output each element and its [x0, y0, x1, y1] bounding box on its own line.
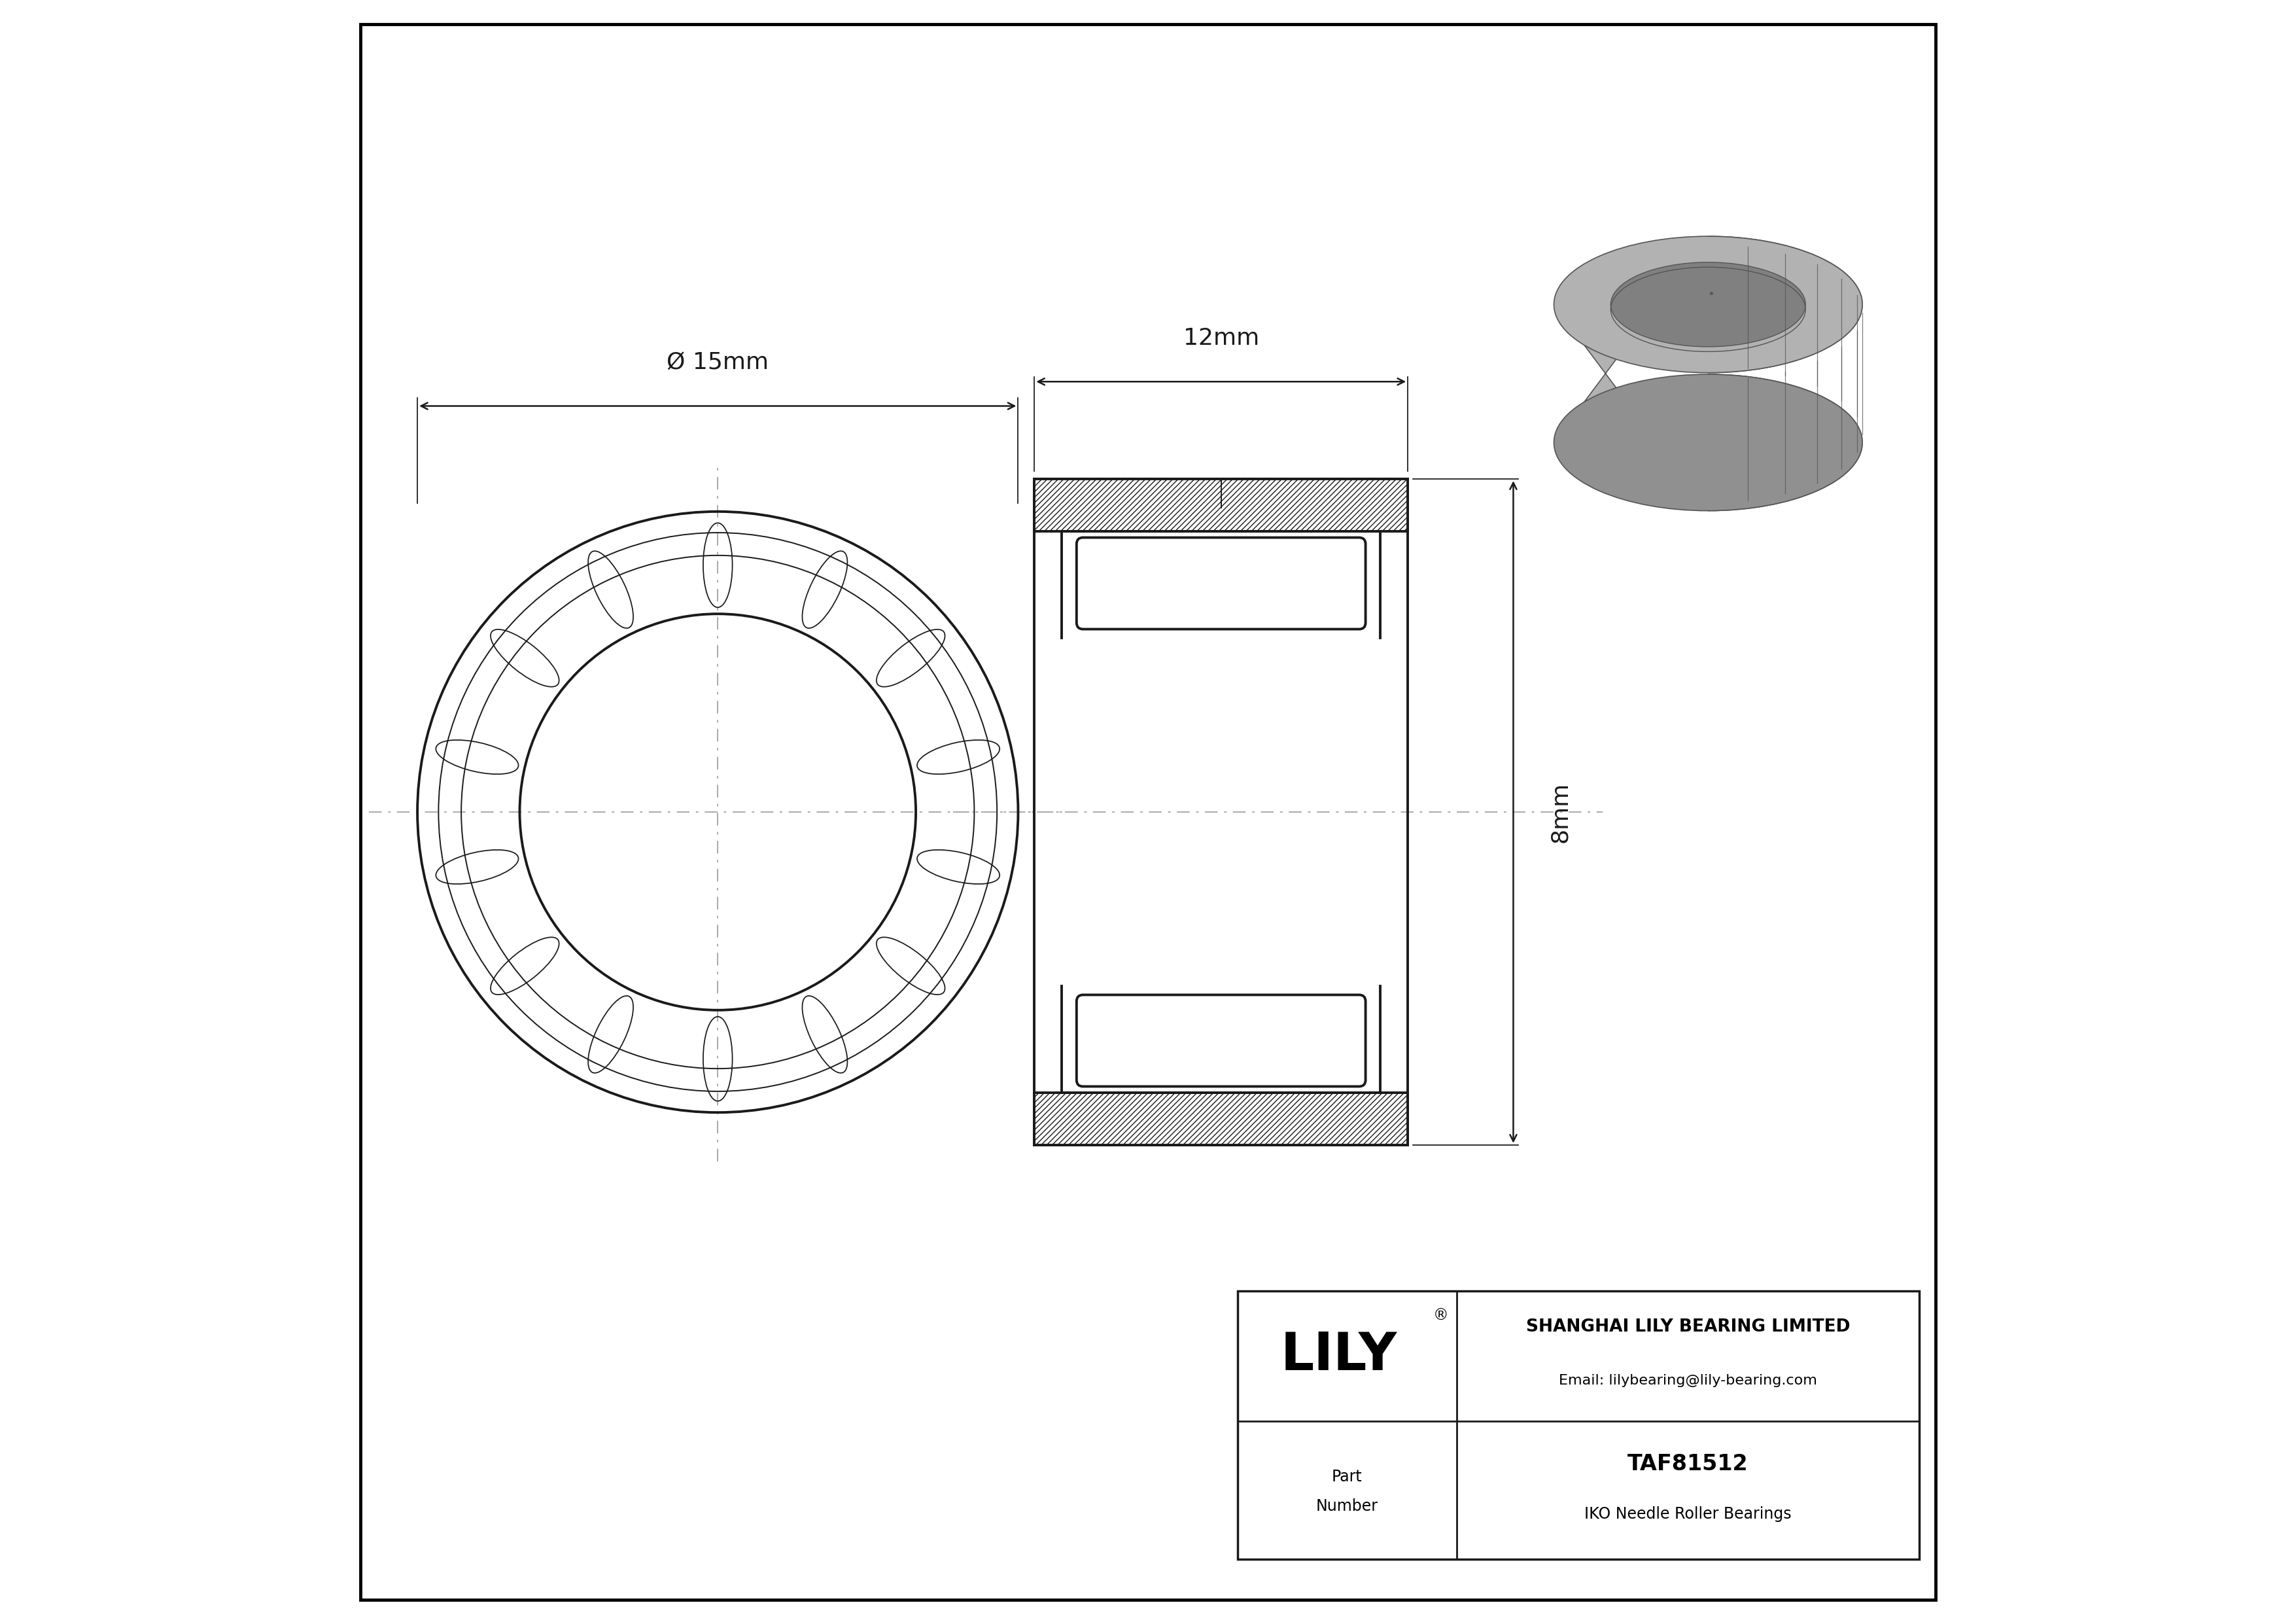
Bar	[1035, 1093, 1407, 1145]
Text: LILY: LILY	[1281, 1330, 1396, 1382]
FancyBboxPatch shape	[1077, 996, 1366, 1086]
Text: TAF81512: TAF81512	[1628, 1453, 1747, 1475]
Bar	[1035, 479, 1407, 1145]
Bar	[1238, 1291, 1919, 1559]
Text: Ø 15mm: Ø 15mm	[666, 351, 769, 374]
Text: Email: lilybearing@lily-bearing.com: Email: lilybearing@lily-bearing.com	[1559, 1374, 1816, 1387]
Text: 12mm: 12mm	[1182, 326, 1258, 349]
Text: Part: Part	[1332, 1470, 1362, 1484]
Text: 8mm: 8mm	[1550, 781, 1570, 843]
Bar	[1238, 1291, 1919, 1559]
Text: IKO Needle Roller Bearings: IKO Needle Roller Bearings	[1584, 1507, 1791, 1522]
Ellipse shape	[1554, 235, 1862, 374]
Ellipse shape	[1612, 261, 1805, 348]
Polygon shape	[1554, 235, 1862, 510]
FancyBboxPatch shape	[1077, 538, 1366, 628]
Bar	[1035, 479, 1407, 531]
Text: SHANGHAI LILY BEARING LIMITED: SHANGHAI LILY BEARING LIMITED	[1527, 1319, 1851, 1335]
Text: Number: Number	[1316, 1499, 1378, 1514]
Text: ®: ®	[1433, 1307, 1449, 1324]
Ellipse shape	[1554, 375, 1862, 510]
